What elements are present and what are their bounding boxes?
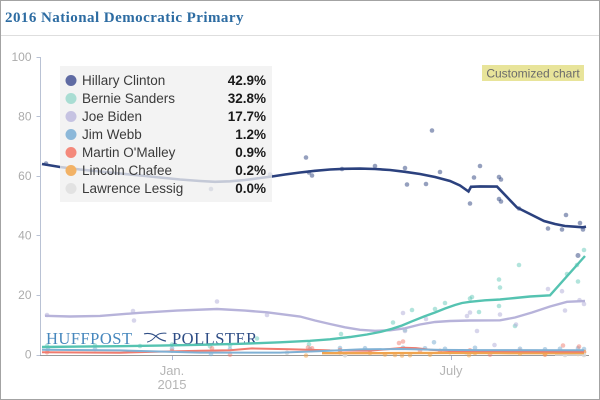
svg-text:60: 60 bbox=[18, 169, 32, 183]
svg-text:100: 100 bbox=[11, 50, 31, 64]
svg-text:Customized chart: Customized chart bbox=[486, 67, 580, 81]
svg-text:42.9%: 42.9% bbox=[228, 73, 266, 88]
svg-text:0.2%: 0.2% bbox=[235, 163, 266, 178]
svg-text:40: 40 bbox=[18, 229, 32, 243]
svg-text:1.2%: 1.2% bbox=[235, 127, 266, 142]
svg-text:Martin O'Malley: Martin O'Malley bbox=[82, 145, 176, 160]
svg-text:2015: 2015 bbox=[158, 377, 187, 392]
svg-text:0: 0 bbox=[25, 348, 32, 362]
svg-text:July: July bbox=[439, 363, 463, 378]
svg-text:80: 80 bbox=[18, 110, 32, 124]
svg-text:0.0%: 0.0% bbox=[235, 181, 266, 196]
svg-text:Hillary Clinton: Hillary Clinton bbox=[82, 73, 165, 88]
svg-text:Lawrence Lessig: Lawrence Lessig bbox=[82, 181, 183, 196]
svg-text:17.7%: 17.7% bbox=[228, 109, 266, 124]
svg-text:Jim Webb: Jim Webb bbox=[82, 127, 142, 142]
svg-text:Bernie Sanders: Bernie Sanders bbox=[82, 91, 175, 106]
svg-text:20: 20 bbox=[18, 288, 32, 302]
svg-text:Jan.: Jan. bbox=[160, 363, 185, 378]
svg-text:Joe Biden: Joe Biden bbox=[82, 109, 142, 124]
svg-text:0.9%: 0.9% bbox=[235, 145, 266, 160]
svg-text:32.8%: 32.8% bbox=[228, 91, 266, 106]
svg-text:Lincoln Chafee: Lincoln Chafee bbox=[82, 163, 172, 178]
svg-text:2016 National Democratic Prima: 2016 National Democratic Primary bbox=[5, 10, 244, 26]
svg-text:HUFFPOST: HUFFPOST bbox=[46, 329, 133, 348]
